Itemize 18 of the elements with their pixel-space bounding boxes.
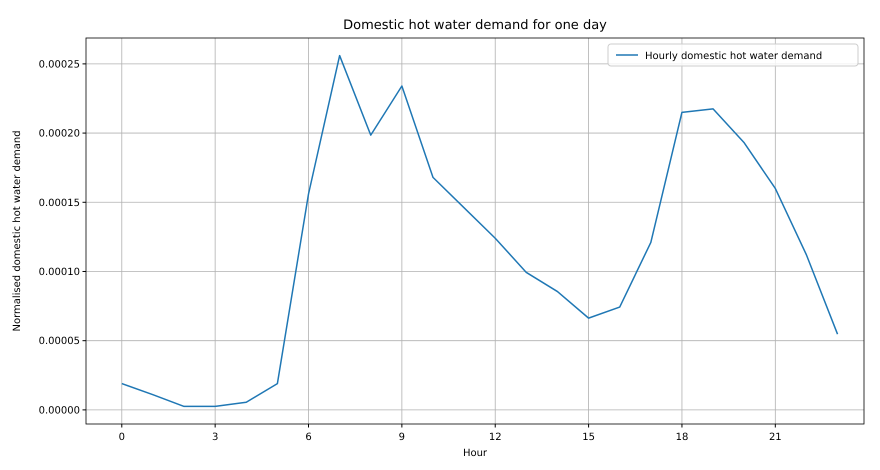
x-tick-label: 21 — [768, 432, 782, 443]
y-tick-label: 0.00025 — [38, 59, 80, 70]
legend-label: Hourly domestic hot water demand — [645, 51, 822, 62]
y-tick-label: 0.00020 — [38, 128, 80, 140]
chart-title: Domestic hot water demand for one day — [343, 18, 608, 33]
x-tick-label: 9 — [398, 432, 406, 443]
y-tick-label: 0.00010 — [38, 266, 80, 278]
y-axis-title: Normalised domestic hot water demand — [12, 130, 23, 332]
x-tick-label: 12 — [488, 432, 502, 443]
x-axis-title: Hour — [462, 448, 488, 459]
x-tick-label: 18 — [676, 432, 688, 443]
x-tick-label: 6 — [305, 432, 312, 443]
y-tick-label: 0.00015 — [38, 198, 80, 209]
x-tick-label: 15 — [582, 432, 595, 443]
x-tick-label: 3 — [212, 432, 218, 443]
y-tick-label: 0.00005 — [38, 336, 80, 348]
x-tick-label: 0 — [118, 432, 125, 443]
y-tick-label: 0.00000 — [38, 405, 80, 416]
